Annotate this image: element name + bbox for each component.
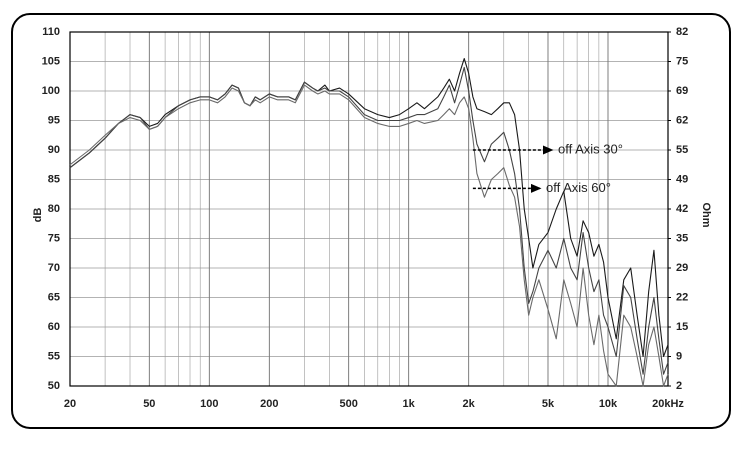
y2-tick-label: 49	[676, 173, 688, 185]
y-tick-label: 100	[42, 85, 60, 97]
x-tick-label: 1k	[403, 398, 416, 410]
y-tick-label: 90	[48, 144, 60, 156]
y-tick-label: 75	[48, 232, 60, 244]
annotation: off Axis 30°	[558, 141, 623, 156]
plot-border	[69, 31, 669, 387]
x-tick-label: 10k	[599, 398, 618, 410]
y-tick-label: 50	[48, 380, 60, 392]
y2-axis-label: Ohm	[700, 202, 712, 227]
y-tick-label: 105	[42, 55, 60, 67]
x-tick-label: 50	[143, 398, 155, 410]
y2-tick-label: 22	[676, 291, 688, 303]
series-line	[69, 66, 669, 375]
y2-tick-label: 62	[676, 114, 688, 126]
y-tick-label: 110	[42, 26, 60, 38]
y2-tick-label: 15	[676, 321, 688, 333]
x-tick-label: 500	[339, 398, 357, 410]
y2-tick-label: 82	[676, 26, 688, 38]
x-tick-label: 20	[64, 398, 76, 410]
frame	[11, 13, 731, 429]
series-line	[69, 84, 669, 387]
y-tick-label: 80	[48, 203, 60, 215]
y-tick-label: 70	[48, 262, 60, 274]
y-tick-label: 55	[48, 350, 60, 362]
y-axis-label: dB	[32, 208, 44, 223]
y-tick-label: 65	[48, 291, 60, 303]
y2-tick-label: 69	[676, 85, 688, 97]
x-tick-label: 100	[200, 398, 218, 410]
x-tick-label: 5k	[542, 398, 555, 410]
x-tick-label: 200	[260, 398, 278, 410]
y2-tick-label: 55	[676, 144, 688, 156]
y-tick-label: 85	[48, 173, 60, 185]
y-tick-label: 60	[48, 321, 60, 333]
x-tick-label: 2k	[463, 398, 476, 410]
y2-tick-label: 35	[676, 232, 688, 244]
y2-tick-label: 29	[676, 262, 688, 274]
y-tick-label: 95	[48, 114, 60, 126]
y2-tick-label: 9	[676, 350, 682, 362]
y2-tick-label: 75	[676, 55, 688, 67]
x-tick-label: 20kHz	[652, 398, 684, 410]
y2-tick-label: 2	[676, 380, 682, 392]
annotation: off Axis 60°	[546, 180, 611, 195]
y2-tick-label: 42	[676, 203, 688, 215]
